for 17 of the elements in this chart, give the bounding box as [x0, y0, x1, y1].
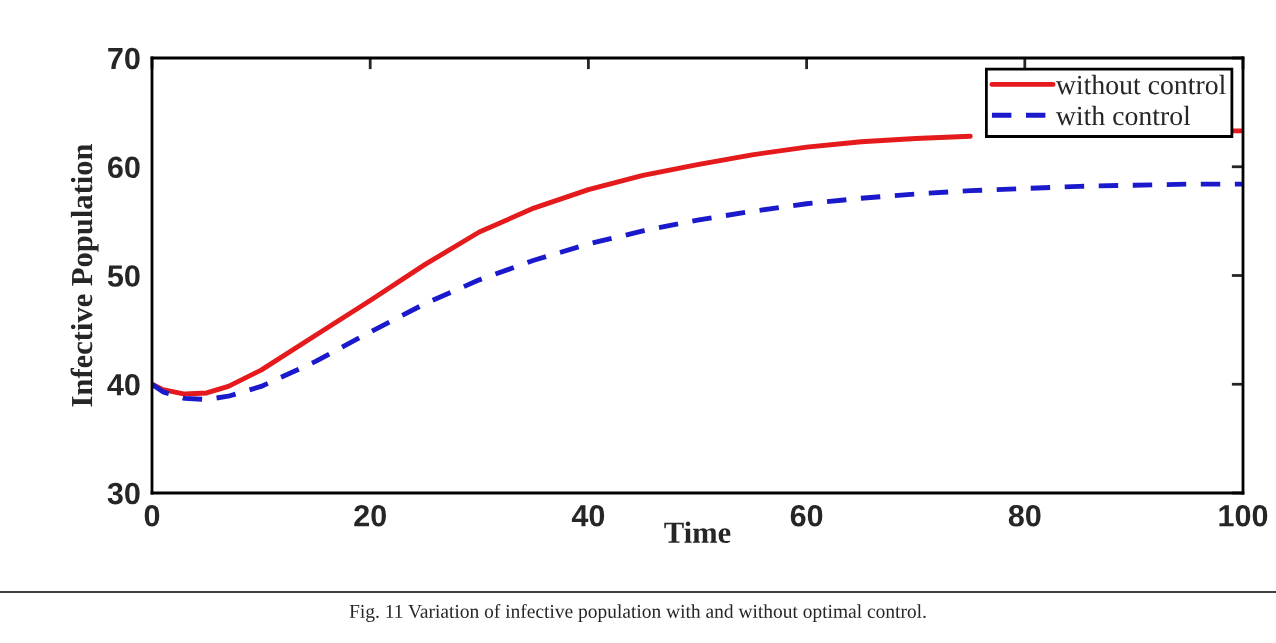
y-tick-label: 70	[108, 47, 140, 70]
x-tick-label: 20	[354, 504, 386, 527]
x-tick-label: 80	[1008, 504, 1041, 527]
x-tick-label: 0	[144, 504, 160, 527]
y-axis-title: Infective Population	[70, 143, 99, 407]
y-tick-label: 50	[107, 265, 140, 287]
caption: Fig. 11 Variation of infective population with and without optimal control.	[349, 604, 926, 622]
y-tick-label: 60	[108, 156, 140, 179]
x-tick-label: 60	[790, 504, 823, 527]
x-tick-label: 100	[1219, 504, 1268, 527]
legend-label: with control	[1055, 105, 1191, 126]
y-tick-label: 30	[107, 482, 140, 505]
y-tick-label: 40	[107, 373, 140, 396]
line-series	[152, 181, 1243, 402]
legend-label: without control	[1055, 74, 1226, 95]
x-axis-title: Time	[664, 521, 731, 543]
x-tick-label: 40	[571, 504, 605, 527]
